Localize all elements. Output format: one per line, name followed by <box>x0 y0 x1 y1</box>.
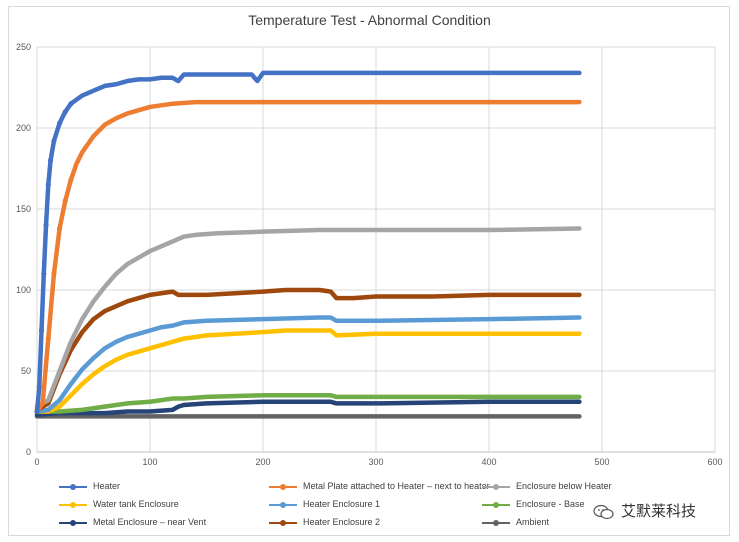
y-tick-label: 100 <box>16 285 31 295</box>
series-6 <box>34 399 582 417</box>
legend-swatch <box>482 502 510 508</box>
legend-swatch <box>269 502 297 508</box>
data-point <box>38 327 45 334</box>
legend-swatch <box>482 484 510 490</box>
series-1 <box>34 99 582 415</box>
series-line <box>34 315 582 414</box>
y-tick-label: 200 <box>16 123 31 133</box>
legend-swatch <box>59 520 87 526</box>
legend-label: Heater Enclosure 2 <box>303 517 381 527</box>
series-2 <box>34 226 582 409</box>
data-point <box>41 271 47 277</box>
y-tick-label: 150 <box>16 204 31 214</box>
series-lines <box>34 70 582 419</box>
series-line <box>34 99 582 414</box>
x-tick-label: 600 <box>707 457 722 467</box>
data-point <box>51 138 57 144</box>
data-point <box>57 225 63 232</box>
axis-ticks: 0 50 100 150 200 250 0 100 200 300 400 500 600 <box>16 42 723 467</box>
y-tick-label: 50 <box>21 366 31 376</box>
x-tick-label: 0 <box>34 457 39 467</box>
legend-swatch <box>59 502 87 508</box>
data-point <box>51 271 57 277</box>
series-line <box>34 393 582 414</box>
watermark-text: 艾默莱科技 <box>621 502 697 520</box>
data-point <box>47 157 54 163</box>
x-tick-label: 200 <box>255 457 270 467</box>
data-point <box>62 198 68 204</box>
series-line <box>34 399 582 417</box>
data-point <box>36 384 42 390</box>
chart-title: Temperature Test - Abnormal Condition <box>248 12 491 28</box>
legend-swatch <box>269 520 297 526</box>
series-line <box>34 226 582 409</box>
chart-frame <box>8 6 730 536</box>
wechat-icon <box>593 504 615 520</box>
gridlines <box>36 46 716 453</box>
legend-label: Enclosure below Heater <box>516 481 612 491</box>
legend-label: Water tank Enclosure <box>93 499 179 509</box>
watermark: 艾默莱科技 <box>593 500 696 521</box>
legend-swatch <box>59 484 87 490</box>
series-7 <box>34 287 582 413</box>
legend-label: Metal Plate attached to Heater – next to… <box>303 481 490 491</box>
x-tick-label: 300 <box>368 457 383 467</box>
data-point <box>34 408 40 415</box>
x-tick-label: 100 <box>142 457 157 467</box>
data-point <box>57 120 63 126</box>
series-line <box>34 70 582 414</box>
series-0 <box>34 70 582 415</box>
y-tick-label: 0 <box>26 447 31 457</box>
data-point <box>68 101 74 107</box>
legend-label: Heater Enclosure 1 <box>303 499 381 509</box>
legend-swatch <box>482 520 510 526</box>
data-point <box>45 182 51 188</box>
series-5 <box>34 393 582 414</box>
series-line <box>34 328 582 414</box>
data-point <box>45 336 51 342</box>
legend-swatch <box>269 484 297 490</box>
series-line <box>34 287 582 413</box>
data-point <box>62 109 68 115</box>
legend-label: Heater <box>93 481 121 491</box>
legend-label: Ambient <box>516 517 550 527</box>
x-tick-label: 400 <box>481 457 496 467</box>
data-point <box>68 177 74 183</box>
series-3 <box>34 328 582 414</box>
y-tick-label: 250 <box>16 42 31 52</box>
series-4 <box>34 315 582 414</box>
data-point <box>43 222 49 228</box>
legend-label: Enclosure - Base <box>516 499 585 509</box>
x-tick-label: 500 <box>594 457 609 467</box>
data-point <box>40 400 46 406</box>
legend-label: Metal Enclosure – near Vent <box>93 517 207 527</box>
